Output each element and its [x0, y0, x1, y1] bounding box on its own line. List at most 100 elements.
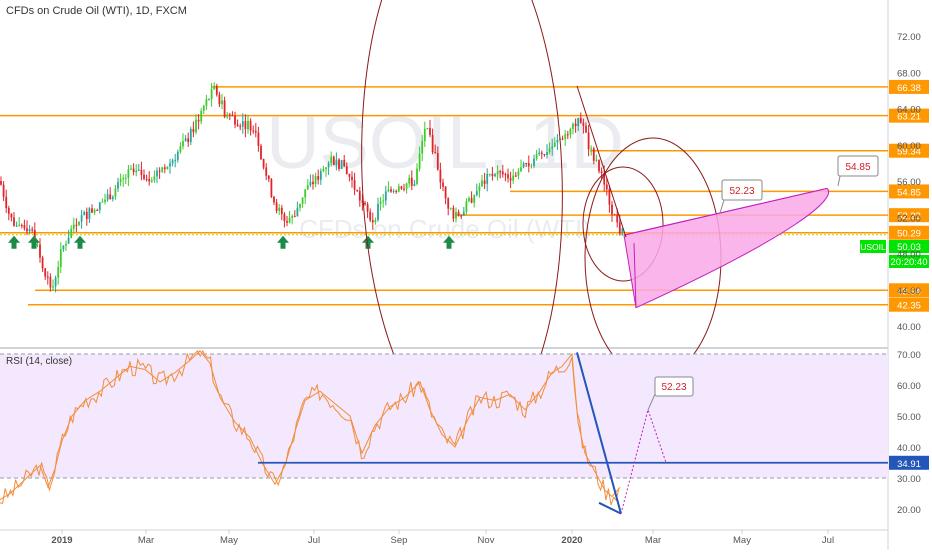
candle-body: [195, 119, 197, 133]
time-axis-tick-label: 2019: [51, 535, 72, 546]
candle-body: [340, 159, 343, 170]
candle-body: [553, 142, 556, 147]
candle-body: [475, 191, 478, 196]
candle-body: [543, 154, 546, 156]
candle-body: [85, 211, 88, 219]
candle-body: [473, 195, 476, 203]
support-arrow-icon: [8, 235, 20, 249]
price-level-label: 52.23: [897, 211, 921, 222]
rsi-callout-box[interactable]: [654, 376, 694, 397]
symbol-badge-label: USOIL: [860, 242, 886, 252]
price-axis-tick-label: 60.00: [897, 141, 921, 152]
small-ellipse[interactable]: [582, 166, 664, 282]
candle-body: [114, 188, 117, 197]
candle-body: [231, 115, 234, 117]
candle-body: [483, 180, 486, 184]
callout-52-23-box[interactable]: [721, 179, 763, 201]
watermark-symbol: USOIL, 1D: [266, 101, 624, 184]
candle-body: [392, 190, 395, 192]
price-level-label: 43.94: [897, 286, 921, 297]
candle-body: [218, 94, 221, 105]
candle-body: [184, 138, 187, 141]
candle-body: [579, 118, 582, 123]
candle-body: [31, 229, 34, 231]
candle-body: [496, 171, 499, 175]
candle-body: [384, 191, 387, 201]
candle-body: [507, 174, 509, 179]
candle-body: [70, 228, 73, 238]
price-level-label-bg: [889, 143, 929, 158]
candle-body: [325, 167, 327, 169]
countdown-badge: [889, 255, 929, 268]
candle-body: [7, 208, 10, 214]
callout-54-85-box[interactable]: [837, 155, 879, 177]
candle-body: [280, 207, 283, 215]
candle-body: [270, 179, 273, 197]
chart-title: CFDs on Crude Oil (WTI), 1D, FXCM: [6, 5, 187, 17]
price-level-label: 63.21: [897, 112, 921, 123]
rsi-band-background: [0, 354, 888, 478]
candle-body: [548, 148, 551, 153]
rsi-axis-tick-label: 40.00: [897, 443, 921, 454]
candle-body: [23, 225, 26, 229]
candle-body: [608, 189, 611, 205]
candle-body: [312, 181, 314, 185]
projection-upper-line[interactable]: [623, 187, 828, 236]
candle-body: [174, 159, 177, 161]
projection-fan[interactable]: [623, 187, 829, 309]
candle-body: [335, 159, 338, 166]
candle-body: [478, 186, 481, 192]
candle-body: [592, 148, 595, 161]
candle-body: [618, 222, 621, 234]
candle-body: [153, 176, 156, 181]
projection-lower-line[interactable]: [633, 243, 637, 308]
price-level-label: 66.38: [897, 83, 921, 94]
price-trend-line[interactable]: [576, 85, 627, 238]
candle-body: [306, 185, 309, 190]
candle-body: [382, 200, 385, 202]
symbol-badge: [860, 240, 886, 253]
candle-body: [361, 200, 364, 203]
candle-body: [117, 182, 119, 189]
candle-body: [273, 196, 275, 203]
candle-body: [234, 115, 236, 125]
candle-body: [491, 173, 494, 177]
candle-body: [525, 163, 528, 165]
candle-body: [296, 207, 299, 217]
candle-body: [150, 180, 153, 182]
candle-body: [124, 177, 127, 179]
candle-body: [140, 169, 143, 175]
rsi-callout-pointer: [647, 394, 656, 411]
candle-body: [611, 204, 613, 215]
watermark-description: CFDs on Crude Oil (WTI): [299, 214, 591, 244]
price-axis-tick-label: 40.00: [897, 322, 921, 333]
candle-body: [249, 120, 252, 131]
candle-body: [252, 130, 255, 132]
price-axis-tick-label: 44.00: [897, 286, 921, 297]
candle-body: [111, 196, 114, 200]
candle-body: [200, 110, 203, 122]
candle-body: [551, 146, 554, 149]
candle-body: [278, 207, 281, 211]
candle-body: [10, 213, 13, 218]
candle-body: [351, 176, 353, 180]
candle-body: [208, 99, 210, 101]
price-level-label-bg: [889, 297, 929, 312]
rsi-trend-line[interactable]: [576, 352, 622, 514]
price-level-label-bg: [889, 108, 929, 123]
candle-body: [247, 120, 249, 130]
candle-body: [143, 174, 145, 179]
candle-body: [330, 156, 333, 164]
candle-body: [13, 217, 15, 226]
candle-body: [569, 128, 572, 135]
rsi-projection-path[interactable]: [620, 408, 667, 514]
candle-body: [267, 175, 270, 180]
candle-body: [416, 168, 418, 184]
candle-body: [572, 123, 574, 129]
candle-body: [260, 145, 262, 160]
rsi-low-line[interactable]: [598, 501, 622, 515]
candle-body: [304, 189, 307, 198]
candle-body: [215, 85, 218, 95]
